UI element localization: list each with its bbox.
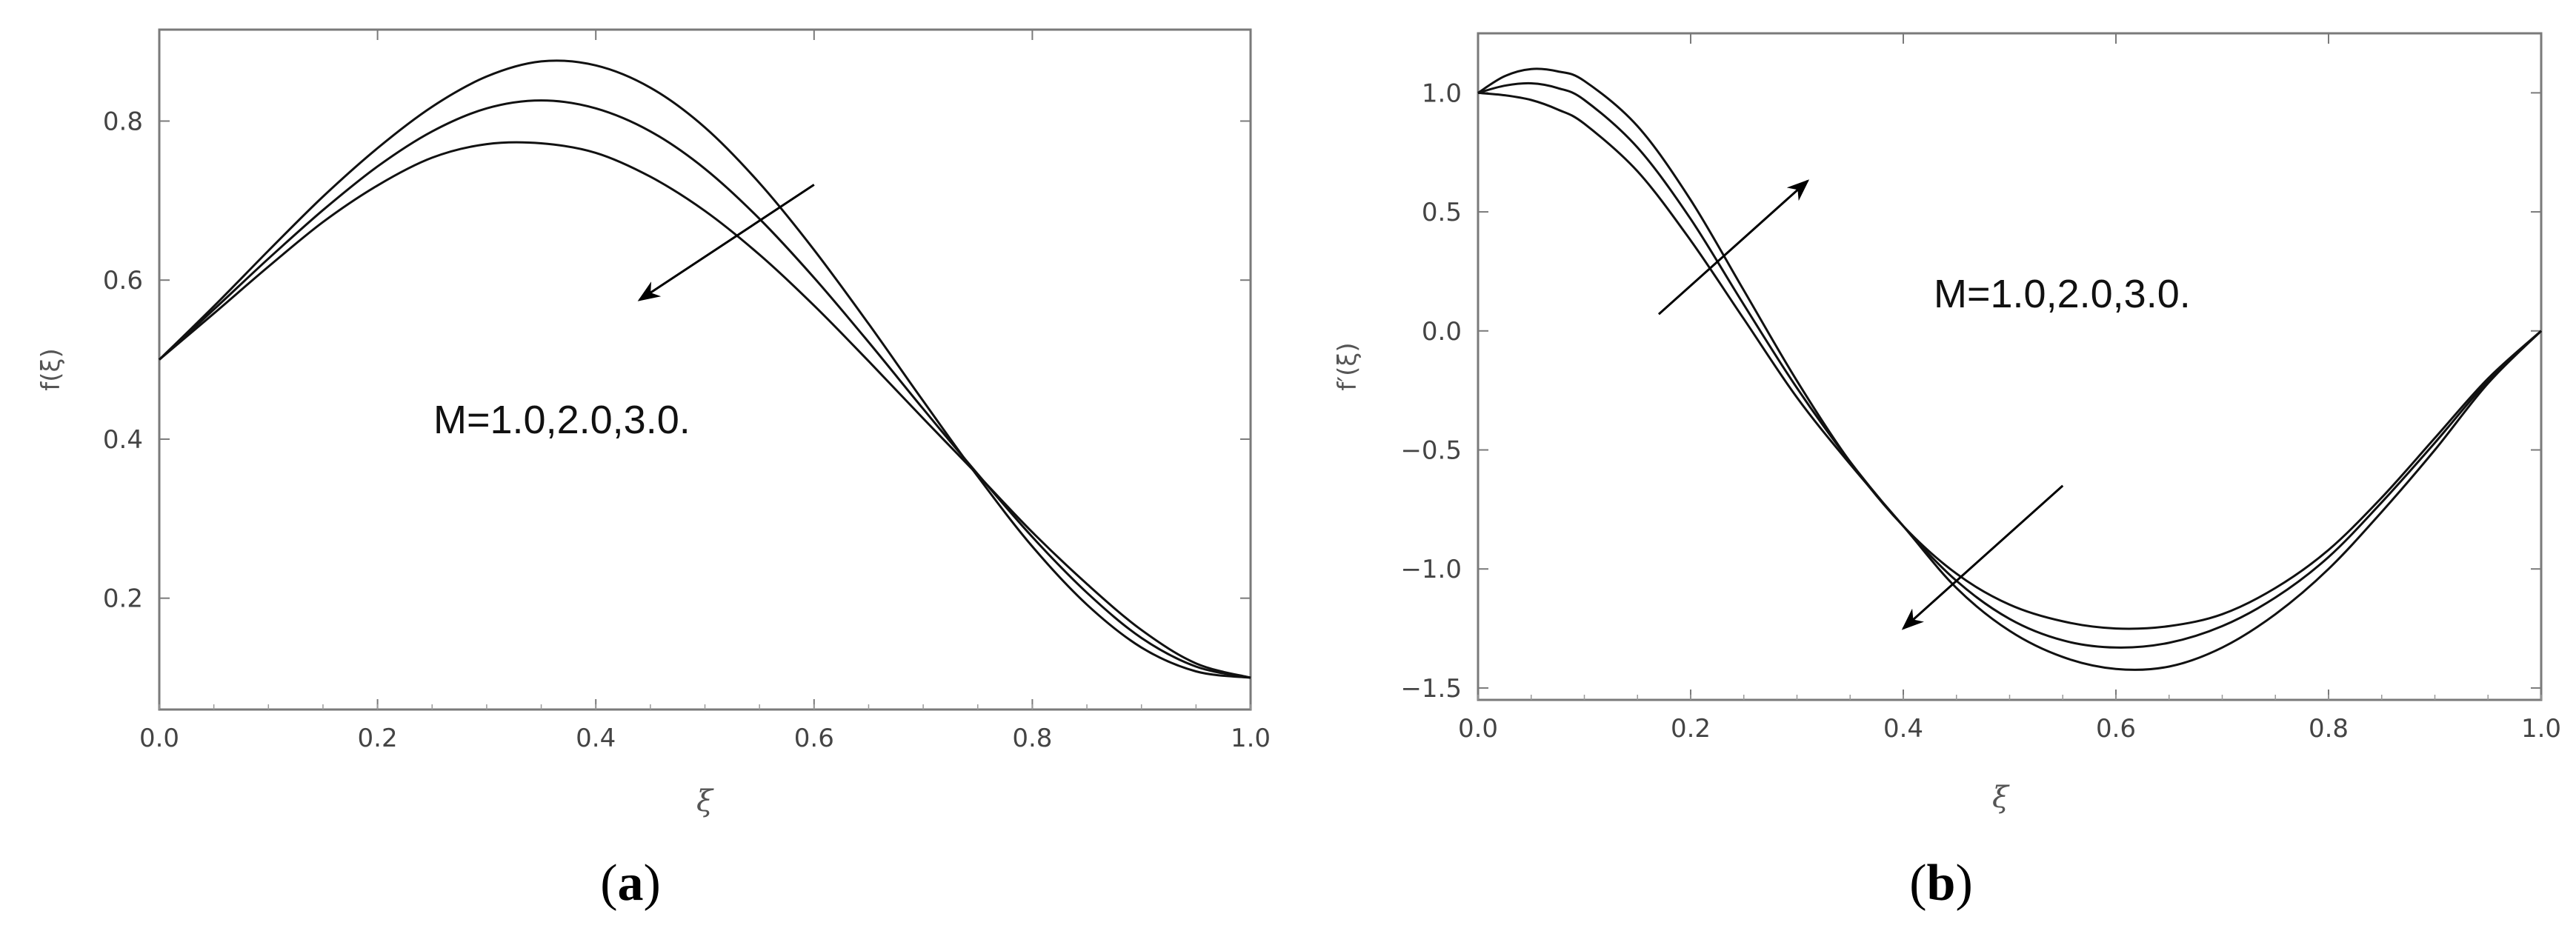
panel-label: (a) bbox=[600, 855, 661, 912]
y-tick-label: 0.8 bbox=[103, 107, 143, 136]
x-tick-label: 0.2 bbox=[358, 724, 398, 753]
chart-a: 0.0 0.2 0.4 0.6 0.8 1.0 0.2 0.4 0.6 0.8 ξ f(ξ) M=1.0… bbox=[36, 28, 1271, 912]
panel-label: (b) bbox=[1909, 855, 1973, 912]
panel-label-open: ( bbox=[600, 855, 617, 912]
series-line-3 bbox=[1477, 91, 2543, 671]
annotation-text: M=1.0,2.0,3.0. bbox=[433, 398, 690, 442]
panel-label-close: ) bbox=[644, 855, 661, 912]
panel-label-close: ) bbox=[1955, 855, 1972, 912]
plot-frame bbox=[1477, 32, 2543, 701]
panel-label-open: ( bbox=[1909, 855, 1926, 912]
x-axis-label: ξ bbox=[696, 784, 714, 818]
x-tick-label: 0.6 bbox=[794, 724, 834, 753]
chart-b: 0.0 0.2 0.4 0.6 0.8 1.0 1.0 0.5 0.0 −0.5 −1.0 −1.5 ξ… bbox=[1333, 32, 2561, 912]
y-tick-label: 0.0 bbox=[1422, 317, 1462, 347]
y-tick-label: 0.4 bbox=[103, 425, 143, 455]
x-tick-label: 0.6 bbox=[2096, 714, 2136, 744]
y-tick-label: 1.0 bbox=[1422, 79, 1462, 108]
y-tick-label: −1.5 bbox=[1400, 674, 1462, 704]
x-tick-label: 0.0 bbox=[139, 724, 179, 753]
x-tick-label: 1.0 bbox=[1231, 724, 1271, 753]
series-line-3 bbox=[159, 141, 1251, 679]
x-tick-label: 1.0 bbox=[2521, 714, 2561, 744]
x-tick-label: 0.8 bbox=[2309, 714, 2349, 744]
y-tick-label: 0.5 bbox=[1422, 198, 1462, 227]
annotation-arrow-2 bbox=[1901, 484, 2064, 630]
y-tick-label: 0.6 bbox=[103, 266, 143, 296]
y-axis-label: f(ξ) bbox=[36, 348, 66, 390]
x-tick-label: 0.4 bbox=[576, 724, 616, 753]
series-line-2 bbox=[1477, 81, 2543, 649]
x-tick-label: 0.2 bbox=[1671, 714, 1711, 744]
series-line-1 bbox=[158, 59, 1251, 679]
y-tick-label: 0.2 bbox=[103, 584, 143, 614]
x-tick-label: 0.8 bbox=[1012, 724, 1052, 753]
series-line-1 bbox=[1477, 67, 2542, 630]
annotation-arrow-1 bbox=[1657, 179, 1810, 316]
x-axis-label: ξ bbox=[1992, 781, 2010, 815]
series-line-2 bbox=[158, 99, 1251, 679]
y-tick-label: −0.5 bbox=[1400, 436, 1462, 466]
annotation-arrow-1 bbox=[637, 184, 815, 301]
y-axis-label: f′(ξ) bbox=[1333, 342, 1362, 390]
panel-label-letter: a bbox=[618, 855, 644, 912]
y-tick-label: −1.0 bbox=[1400, 555, 1462, 584]
x-tick-label: 0.0 bbox=[1458, 714, 1498, 744]
plot-frame bbox=[158, 28, 1252, 711]
panel-label-letter: b bbox=[1927, 855, 1956, 912]
x-tick-label: 0.4 bbox=[1883, 714, 1923, 744]
annotation-text: M=1.0,2.0,3.0. bbox=[1934, 272, 2191, 316]
